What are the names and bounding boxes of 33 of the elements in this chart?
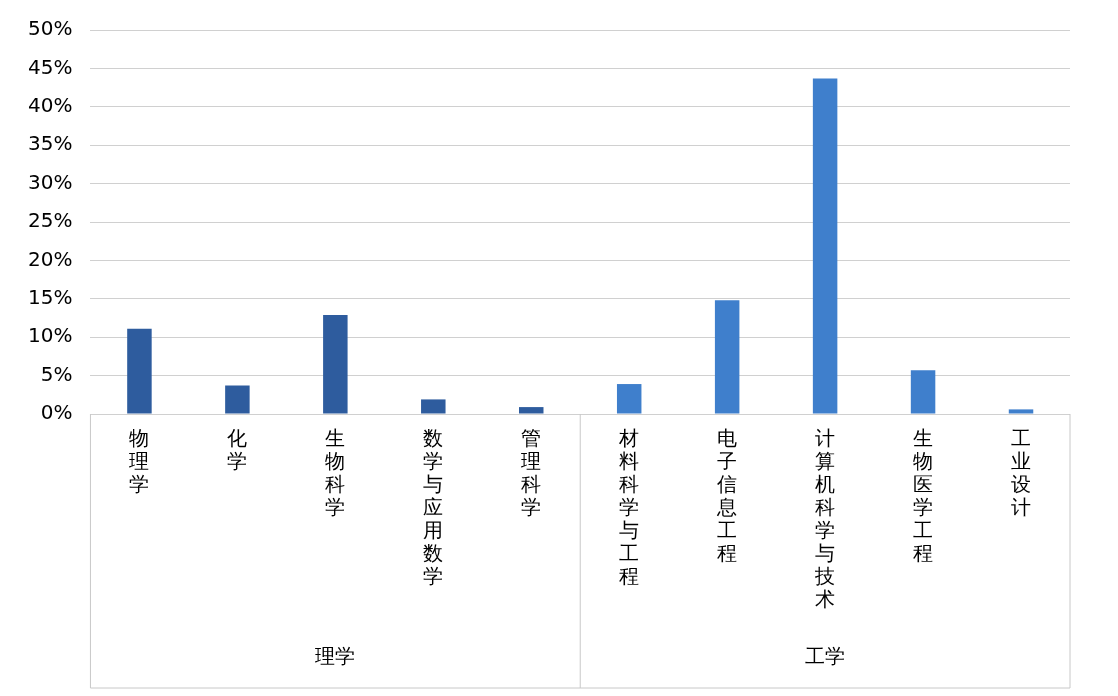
text: 工学 [805,644,846,669]
x-tick-label: 管理科学 [521,425,542,519]
bar [714,300,740,414]
y-tick-label: 35% [28,131,73,156]
x-tick-label: 生物医学工程 [913,425,934,565]
y-tick-label: 40% [28,93,73,117]
bar [910,370,936,414]
x-tick-label: 生物科学 [325,425,346,519]
bar [1008,409,1034,414]
y-tick-label: 15% [28,285,73,309]
x-tick-label: 工业设计 [1011,425,1032,519]
x-tick-label: 计算机科学与技术 [814,425,836,611]
bar [127,328,152,414]
x-tick-label: 物理学 [129,425,150,496]
y-tick-label: 10% [28,323,73,348]
x-tick-label: 电子信息工程 [716,425,738,565]
y-tick-label: 5% [40,361,73,386]
text: 理学 [315,644,356,669]
y-tick-label: 50% [28,16,73,41]
y-tick-label: 0% [40,400,73,425]
bar [323,314,348,414]
bar [421,399,446,414]
bar [812,78,838,414]
y-tick-label: 45% [28,54,73,79]
bar [616,384,642,414]
y-tick-label: 30% [28,169,73,194]
bar [519,407,544,414]
y-tick-label: 20% [28,246,73,271]
bar [225,385,250,414]
x-tick-label: 材料科学与工程 [618,425,640,588]
x-tick-label: 数学与应用数学 [423,425,444,588]
x-tick-label: 化学 [227,425,248,473]
y-tick-label: 25% [28,208,73,233]
